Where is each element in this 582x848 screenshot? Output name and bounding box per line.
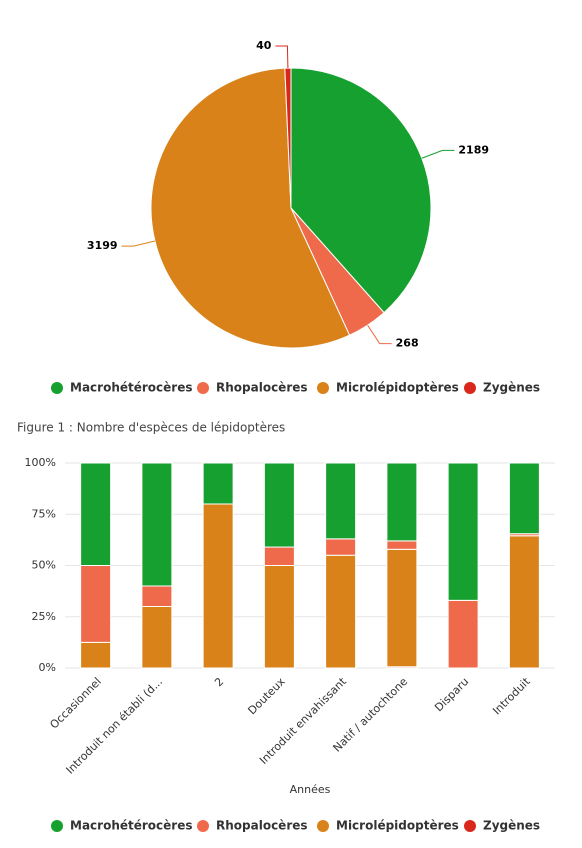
bar-segment bbox=[386, 462, 418, 542]
bar-segment bbox=[80, 565, 112, 643]
bar-segment bbox=[447, 599, 479, 669]
bar-segment bbox=[141, 462, 173, 587]
data-label: 268 bbox=[396, 337, 419, 350]
legend-swatch[interactable] bbox=[317, 382, 329, 394]
x-tick-label: 2 bbox=[212, 675, 226, 689]
pie-slice bbox=[284, 67, 292, 209]
legend-label[interactable]: Macrohétérocères bbox=[70, 381, 192, 395]
legend-label[interactable]: Microlépidoptères bbox=[336, 819, 459, 833]
bar-segment bbox=[141, 585, 173, 607]
legend-label[interactable]: Zygènes bbox=[483, 819, 540, 833]
leader-line bbox=[275, 45, 289, 69]
bar-segment bbox=[386, 548, 418, 668]
legend-label[interactable]: Zygènes bbox=[483, 381, 540, 395]
legend-label[interactable]: Rhopalocères bbox=[216, 381, 308, 395]
legend-swatch[interactable] bbox=[317, 820, 329, 832]
leader-line bbox=[121, 240, 156, 247]
bar-segment bbox=[325, 538, 357, 556]
bar-segment bbox=[202, 462, 234, 505]
y-tick-label: 25% bbox=[32, 610, 56, 623]
legend-swatch[interactable] bbox=[51, 382, 63, 394]
bar-segment bbox=[80, 462, 112, 566]
legend-swatch[interactable] bbox=[197, 820, 209, 832]
bar-segment bbox=[386, 540, 418, 550]
data-label: 3199 bbox=[87, 239, 118, 252]
x-tick-label: Occasionnel bbox=[47, 675, 103, 731]
data-label: 40 bbox=[256, 39, 272, 52]
x-tick-label: Introduit bbox=[490, 675, 533, 718]
y-tick-label: 75% bbox=[32, 507, 56, 520]
y-tick-label: 0% bbox=[39, 661, 56, 674]
leader-line bbox=[367, 324, 392, 345]
legend-label[interactable]: Macrohétérocères bbox=[70, 819, 192, 833]
bar-segment bbox=[80, 641, 112, 669]
leader-line bbox=[421, 149, 455, 159]
pie-slice bbox=[150, 67, 351, 349]
y-tick-label: 100% bbox=[25, 456, 56, 469]
data-label: 2189 bbox=[458, 143, 489, 156]
bar-segment bbox=[325, 462, 357, 540]
figure-caption: Figure 1 : Nombre d'espèces de lépidoptè… bbox=[17, 421, 285, 435]
legend-swatch[interactable] bbox=[197, 382, 209, 394]
y-tick-label: 50% bbox=[32, 559, 56, 572]
legend-swatch[interactable] bbox=[464, 820, 476, 832]
bar-segment bbox=[202, 503, 234, 669]
bar-segment bbox=[508, 462, 540, 535]
x-axis-title: Années bbox=[290, 783, 331, 796]
pie-slice bbox=[290, 67, 432, 314]
bar-segment bbox=[447, 462, 479, 601]
legend-label[interactable]: Microlépidoptères bbox=[336, 381, 459, 395]
bar-segment bbox=[263, 546, 295, 566]
bar-segment bbox=[141, 606, 173, 669]
x-tick-label: Douteux bbox=[245, 675, 288, 718]
x-tick-label: Disparu bbox=[432, 675, 471, 714]
legend-label[interactable]: Rhopalocères bbox=[216, 819, 308, 833]
bar-segment bbox=[325, 554, 357, 669]
bar-segment bbox=[508, 535, 540, 669]
legend-swatch[interactable] bbox=[464, 382, 476, 394]
bar-segment bbox=[263, 462, 295, 548]
bar-segment bbox=[263, 565, 295, 669]
legend-swatch[interactable] bbox=[51, 820, 63, 832]
